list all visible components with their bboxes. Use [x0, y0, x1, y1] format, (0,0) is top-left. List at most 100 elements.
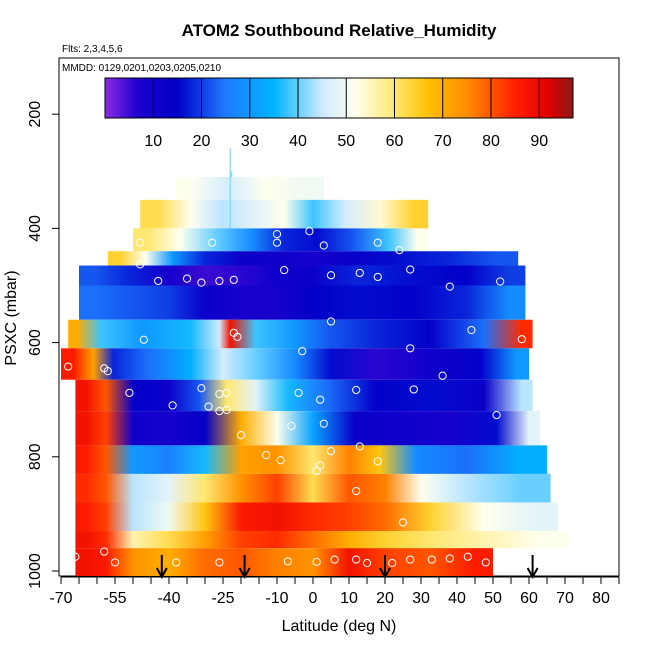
colorbar-tick-label: 40: [289, 133, 307, 150]
observation-circle: [355, 268, 364, 278]
observation-circle: [229, 275, 238, 284]
x-axis-label: Latitude (deg N): [282, 618, 397, 635]
colorbar-tick-label: 50: [337, 133, 355, 150]
observation-markers: [64, 227, 526, 568]
observation-circle: [154, 276, 163, 286]
colorbar-tick-label: 80: [482, 133, 500, 150]
observation-circle: [272, 230, 282, 239]
observation-circle: [236, 431, 246, 440]
observation-circle: [316, 461, 325, 470]
observation-circle: [215, 558, 224, 567]
y-tick-label: 800: [27, 443, 44, 470]
observation-circle: [100, 547, 109, 556]
heatmap-band: [75, 473, 551, 503]
observation-circle: [280, 265, 289, 275]
observation-circle: [215, 276, 224, 286]
heatmap-band: [75, 379, 533, 412]
observation-circle: [373, 272, 382, 282]
observation-circle: [496, 277, 505, 286]
heatmap-band: [75, 411, 540, 446]
observation-circle: [362, 558, 372, 568]
observation-circle: [215, 407, 224, 416]
y-tick-label: 1000: [27, 553, 44, 589]
observation-circle: [197, 384, 206, 393]
x-tick-label: 70: [556, 590, 574, 607]
observation-circle: [204, 402, 213, 411]
colorbar-tick-label: 60: [386, 133, 404, 150]
heatmap-band: [79, 285, 526, 320]
observation-circle: [272, 238, 282, 247]
y-tick-label: 400: [27, 215, 44, 242]
observation-circle: [319, 419, 328, 428]
y-axis: 200 400 600 800 1000: [27, 101, 59, 589]
heatmap-band: [107, 251, 519, 266]
x-tick-label: -25: [211, 590, 234, 607]
observation-circle: [222, 388, 231, 397]
x-tick-label: -70: [49, 590, 72, 607]
observation-circle: [262, 450, 271, 460]
observation-circle: [64, 362, 73, 371]
x-tick-label: 50: [484, 590, 502, 607]
x-axis: -70 -55 -40 -25 -10 0 10 20 30 40 50 60 70 80: [49, 576, 620, 607]
observation-circle: [316, 395, 325, 404]
colorbar-tick-label: 90: [530, 133, 548, 150]
mmdd-label: MMDD: 0129,0201,0203,0205,0210: [62, 63, 221, 74]
observation-circle: [103, 367, 112, 376]
observation-circle: [463, 552, 472, 561]
heatmap-band: [61, 348, 529, 380]
heatmap-band: [176, 177, 324, 200]
observation-circle: [326, 317, 336, 326]
observation-circle: [427, 555, 436, 564]
x-tick-label: -10: [265, 590, 288, 607]
observation-circle: [110, 558, 120, 567]
observation-circle: [172, 558, 181, 567]
flight-arrow-head: [379, 567, 391, 580]
observation-circle: [197, 278, 206, 287]
x-tick-label: 30: [412, 590, 430, 607]
observation-circle: [388, 558, 397, 568]
observation-circle: [517, 335, 526, 344]
y-axis-label: PSXC (mbar): [3, 270, 20, 365]
observation-circle: [373, 457, 382, 466]
y-tick-label: 200: [27, 101, 44, 128]
observation-circle: [467, 325, 476, 335]
colorbar-tick-label: 70: [434, 133, 452, 150]
observation-circle: [492, 411, 501, 420]
observation-circle: [355, 442, 364, 451]
x-tick-label: 10: [340, 590, 358, 607]
observation-circle: [352, 385, 361, 395]
x-tick-label: -55: [103, 590, 126, 607]
heatmap-band: [230, 171, 233, 178]
x-tick-label: 0: [309, 590, 318, 607]
x-tick-label: 20: [376, 590, 394, 607]
observation-circle: [182, 274, 192, 283]
flight-arrow-head: [526, 567, 539, 580]
observation-circle: [352, 555, 361, 564]
observation-circle: [233, 332, 242, 341]
observation-circle: [398, 518, 408, 527]
heatmap-band: [75, 502, 558, 532]
observation-circle: [352, 486, 361, 496]
flight-arrow-head: [238, 567, 251, 580]
heatmap-band: [79, 265, 526, 286]
observation-circle: [125, 388, 134, 397]
observation-circle: [136, 260, 145, 269]
observation-circle: [305, 227, 314, 236]
observation-circle: [139, 335, 148, 344]
flight-arrows: [155, 555, 539, 580]
observation-circle: [481, 558, 490, 567]
x-tick-label: -40: [157, 590, 180, 607]
observation-circle: [294, 388, 303, 397]
observation-circle: [409, 385, 418, 394]
observation-circle: [298, 347, 307, 356]
observation-circle: [168, 401, 177, 410]
observation-circle: [319, 241, 328, 250]
observation-circle: [395, 245, 404, 255]
observation-circle: [326, 446, 336, 456]
observation-circle: [445, 554, 454, 563]
heatmap-band: [75, 445, 548, 474]
colorbar-tick-label: 10: [144, 133, 162, 150]
observation-circle: [208, 238, 217, 247]
x-tick-label: 80: [592, 590, 610, 607]
